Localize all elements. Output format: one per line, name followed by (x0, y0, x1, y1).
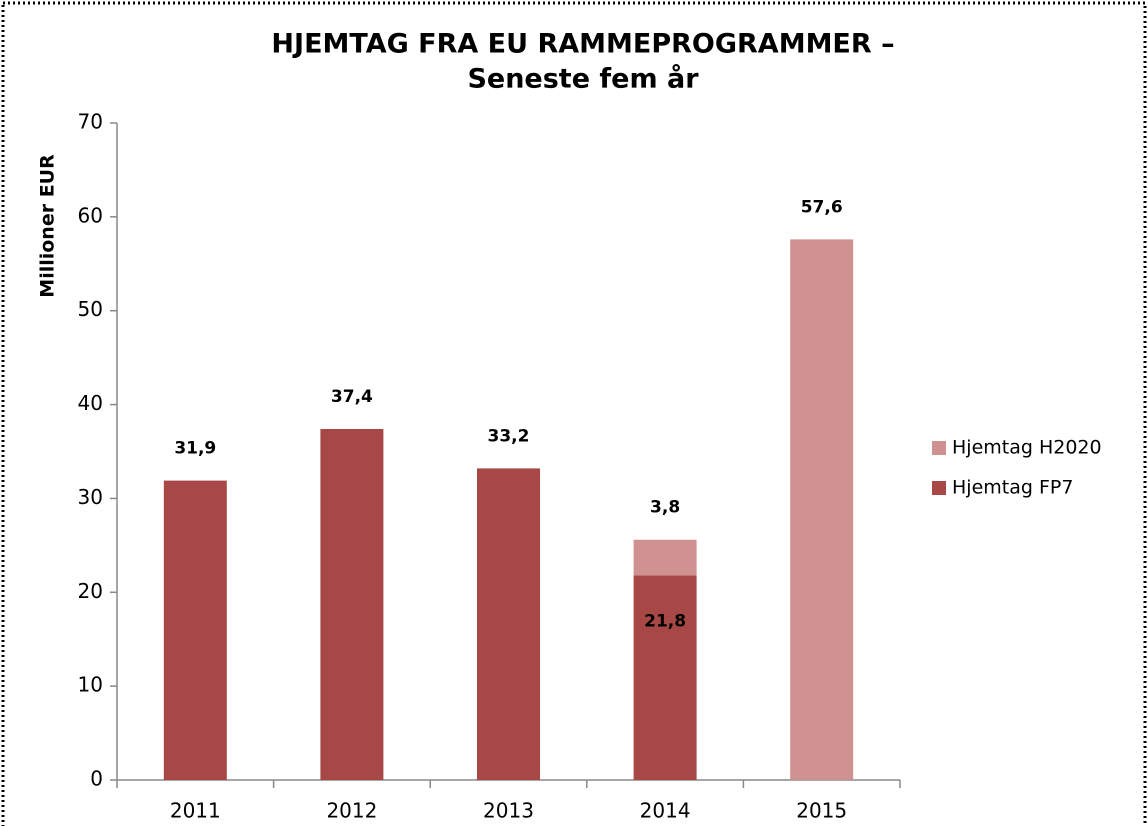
data-label: 57,6 (801, 197, 843, 217)
x-tick-label: 2013 (483, 799, 534, 823)
y-tick-label: 30 (78, 485, 103, 509)
data-label: 37,4 (331, 387, 373, 407)
chart-title: Seneste fem år (467, 63, 699, 95)
y-axis-title: Millioner EUR (37, 154, 59, 298)
y-tick-label: 0 (90, 767, 103, 791)
bar-segment (163, 480, 227, 780)
y-tick-label: 70 (78, 110, 103, 134)
bar-segment (477, 468, 540, 780)
data-label: 21,8 (644, 611, 686, 631)
x-tick-label: 2011 (170, 799, 221, 823)
legend-label: Hjemtag FP7 (952, 477, 1073, 499)
y-tick-label: 50 (78, 297, 103, 321)
data-label: 3,8 (650, 498, 680, 518)
bar-segment (633, 539, 697, 576)
bar-segment (320, 428, 384, 780)
y-tick-label: 60 (78, 203, 103, 227)
y-tick-label: 40 (78, 391, 103, 415)
y-tick-label: 10 (78, 673, 103, 697)
chart-title: HJEMTAG FRA EU RAMMEPROGRAMMER – (271, 29, 894, 60)
x-tick-label: 2014 (640, 799, 691, 823)
legend-swatch (932, 481, 946, 495)
bar-segment (633, 575, 697, 780)
y-tick-label: 20 (78, 579, 103, 603)
data-label: 31,9 (174, 439, 216, 459)
legend-label: Hjemtag H2020 (952, 437, 1102, 459)
x-tick-label: 2015 (796, 799, 847, 823)
legend-swatch (932, 441, 946, 455)
bar-segment (790, 239, 854, 780)
x-tick-label: 2012 (326, 799, 377, 823)
data-label: 33,2 (488, 426, 530, 446)
